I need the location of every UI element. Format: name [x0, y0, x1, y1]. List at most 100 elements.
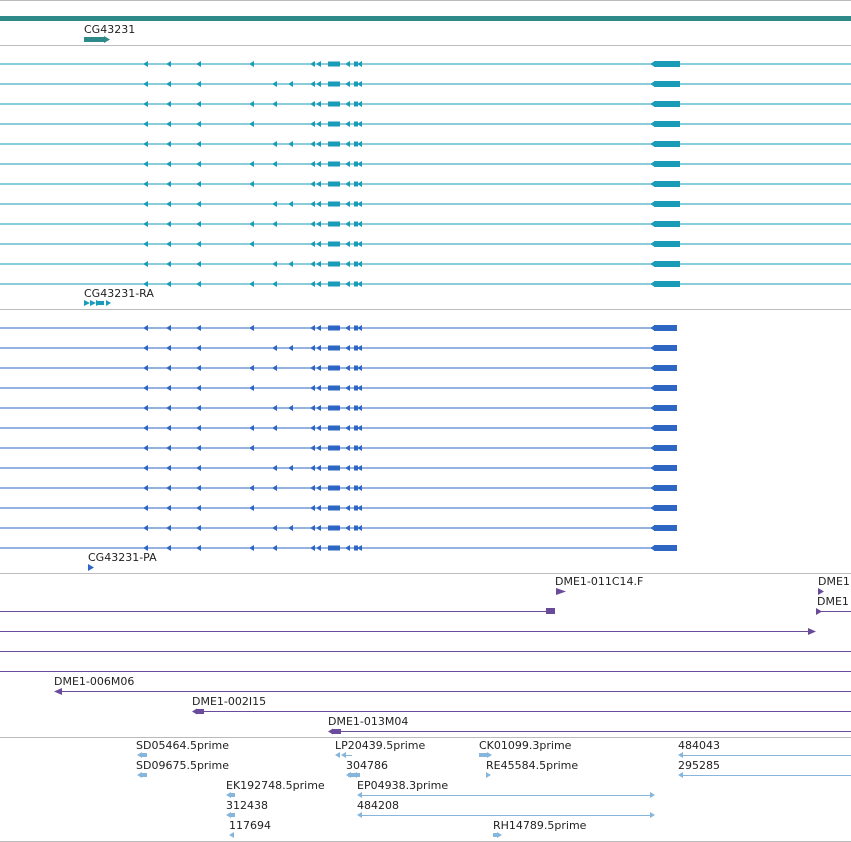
- exon-arrow-icon: [310, 345, 315, 351]
- coding-exon: [654, 525, 677, 531]
- exon-arrow-icon: [166, 485, 171, 491]
- est-label-484208[interactable]: 484208: [357, 799, 399, 812]
- exon-arrow-icon: [650, 161, 655, 167]
- est-label-re45584[interactable]: RE45584.5prime: [486, 759, 579, 772]
- exon-arrow-icon: [143, 241, 148, 247]
- est-label-lp20439[interactable]: LP20439.5prime: [335, 739, 426, 752]
- coding-exon: [654, 121, 680, 127]
- exon-arrow-icon: [650, 465, 655, 471]
- coding-exon: [328, 485, 340, 491]
- est-arrow-icon: [226, 812, 231, 818]
- exon-arrow-icon: [316, 101, 321, 107]
- bac-label-dme1-right-a[interactable]: DME1: [818, 575, 850, 588]
- exon-arrow-icon: [310, 261, 315, 267]
- est-label-295285[interactable]: 295285: [678, 759, 720, 772]
- exon-arrow-icon: [310, 221, 315, 227]
- est-label-rh14789[interactable]: RH14789.5prime: [493, 819, 587, 832]
- exon-arrow-icon: [249, 181, 254, 187]
- exon-arrow-icon: [316, 281, 321, 287]
- exon-arrow-icon: [166, 101, 171, 107]
- exon-arrow-icon: [357, 345, 362, 351]
- exon-arrow-icon: [166, 161, 171, 167]
- exon-arrow-icon: [196, 485, 201, 491]
- exon-arrow-icon: [345, 161, 350, 167]
- transcript-ra-label[interactable]: CG43231-RA: [84, 287, 154, 300]
- exon-arrow-icon: [249, 545, 254, 551]
- exon-arrow-icon: [272, 425, 277, 431]
- est-label-ek192748[interactable]: EK192748.5prime: [226, 779, 325, 792]
- transcript-strand-icon: [90, 300, 96, 306]
- exon-arrow-icon: [310, 485, 315, 491]
- est-label-ep04938[interactable]: EP04938.3prime: [357, 779, 449, 792]
- est-label-304786[interactable]: 304786: [346, 759, 388, 772]
- est-track: [137, 752, 851, 838]
- exon-arrow-icon: [316, 161, 321, 167]
- exon-arrow-icon: [196, 425, 201, 431]
- exon-arrow-icon: [650, 345, 655, 351]
- est-label-sd09675[interactable]: SD09675.5prime: [136, 759, 229, 772]
- transcript-pa-label[interactable]: CG43231-PA: [88, 551, 157, 564]
- coding-exon: [354, 465, 358, 471]
- exon-arrow-icon: [143, 121, 148, 127]
- coding-exon: [354, 505, 358, 511]
- coding-exon: [354, 405, 358, 411]
- exon-arrow-icon: [650, 485, 655, 491]
- coding-exon: [328, 181, 340, 187]
- est-label-sd05464[interactable]: SD05464.5prime: [136, 739, 229, 752]
- exon-arrow-icon: [316, 425, 321, 431]
- bac-arrow-icon: [54, 688, 62, 695]
- coding-exon: [354, 525, 358, 531]
- exon-arrow-icon: [650, 525, 655, 531]
- exon-arrow-icon: [249, 121, 254, 127]
- exon-arrow-icon: [357, 365, 362, 371]
- transcript-strand-icon: [84, 300, 90, 306]
- bac-label-dme1-002i15[interactable]: DME1-002I15: [192, 695, 267, 708]
- coding-exon: [328, 345, 340, 351]
- bac-label-dme1-006m06[interactable]: DME1-006M06: [54, 675, 135, 688]
- exon-arrow-icon: [650, 385, 655, 391]
- exon-arrow-icon: [272, 161, 277, 167]
- est-label-484043[interactable]: 484043: [678, 739, 720, 752]
- exon-arrow-icon: [345, 101, 350, 107]
- gene-span-bar: [0, 16, 851, 21]
- est-label-312438[interactable]: 312438: [226, 799, 268, 812]
- exon-arrow-icon: [249, 365, 254, 371]
- exon-arrow-icon: [310, 101, 315, 107]
- est-read: [141, 773, 147, 777]
- exon-arrow-icon: [196, 141, 201, 147]
- exon-arrow-icon: [288, 201, 293, 207]
- exon-arrow-icon: [650, 181, 655, 187]
- est-label-ck01099[interactable]: CK01099.3prime: [479, 739, 572, 752]
- exon-arrow-icon: [650, 325, 655, 331]
- coding-exon: [328, 545, 340, 551]
- coding-exon: [354, 425, 358, 431]
- exon-arrow-icon: [357, 545, 362, 551]
- bac-label-dme1-013m04[interactable]: DME1-013M04: [328, 715, 409, 728]
- exon-arrow-icon: [143, 505, 148, 511]
- exon-arrow-icon: [345, 221, 350, 227]
- exon-arrow-icon: [143, 345, 148, 351]
- exon-arrow-icon: [166, 425, 171, 431]
- exon-arrow-icon: [272, 345, 277, 351]
- est-read: [141, 753, 147, 757]
- gene-label[interactable]: CG43231: [84, 23, 136, 36]
- exon-arrow-icon: [166, 121, 171, 127]
- coding-exon: [328, 505, 340, 511]
- est-arrow-icon: [335, 752, 340, 758]
- exon-arrow-icon: [316, 325, 321, 331]
- exon-arrow-icon: [272, 405, 277, 411]
- exon-arrow-icon: [143, 325, 148, 331]
- est-label-117694[interactable]: 117694: [229, 819, 271, 832]
- exon-arrow-icon: [249, 161, 254, 167]
- exon-arrow-icon: [357, 241, 362, 247]
- exon-arrow-icon: [345, 385, 350, 391]
- exon-arrow-icon: [166, 81, 171, 87]
- coding-exon: [654, 545, 677, 551]
- bac-label-dme1-right-b[interactable]: DME1: [817, 595, 849, 608]
- est-read: [493, 833, 499, 837]
- transcript-strand-icon: [96, 301, 104, 305]
- bac-label-dme1-011c14[interactable]: DME1-011C14.F: [555, 575, 644, 588]
- exon-arrow-icon: [650, 221, 655, 227]
